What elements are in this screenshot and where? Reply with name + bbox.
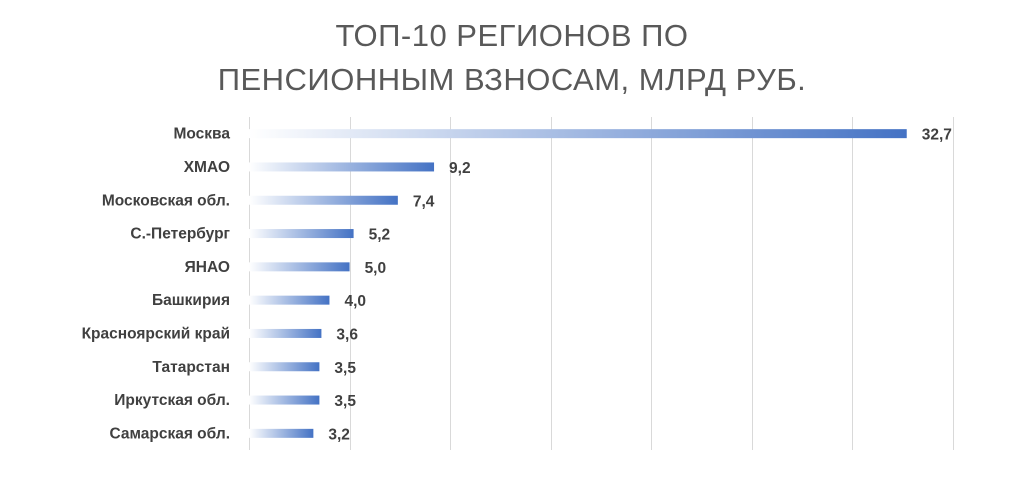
data-label: 3,5	[334, 393, 356, 410]
chart-title-line-1: ТОП-10 РЕГИОНОВ ПО	[335, 18, 689, 53]
bar	[249, 295, 330, 305]
bar	[249, 395, 320, 405]
category-label: ЯНАО	[185, 259, 230, 276]
bar	[249, 362, 320, 372]
category-label: Татарстан	[152, 359, 230, 376]
chart-title: ТОП-10 РЕГИОНОВ ПО ПЕНСИОННЫМ ВЗНОСАМ, М…	[0, 14, 1024, 102]
bars	[249, 129, 907, 438]
bar	[249, 262, 350, 272]
bar	[249, 129, 907, 139]
data-label: 4,0	[344, 293, 366, 310]
category-label: Москва	[174, 126, 231, 143]
data-label: 5,0	[365, 260, 387, 277]
value-labels: 32,7 9,2 7,4 5,2 5,0 4,0 3,6 3,5 3,5 3,2	[328, 127, 952, 444]
category-label: Башкирия	[152, 292, 230, 309]
category-label: Московская обл.	[102, 192, 230, 209]
bar	[249, 195, 398, 205]
bar	[249, 162, 435, 172]
bar	[249, 428, 314, 438]
data-label: 3,6	[336, 326, 358, 343]
category-label: ХМАО	[184, 159, 230, 176]
bar	[249, 229, 354, 239]
category-label: Иркутская обл.	[114, 392, 230, 409]
bar	[249, 328, 322, 338]
chart-title-line-2: ПЕНСИОННЫМ ВЗНОСАМ, МЛРД РУБ.	[217, 62, 807, 97]
data-label: 5,2	[369, 227, 391, 244]
gridlines	[249, 117, 954, 450]
data-label: 32,7	[922, 127, 952, 144]
data-label: 7,4	[413, 193, 435, 210]
category-label: Самарская обл.	[109, 425, 230, 442]
data-label: 3,5	[334, 360, 356, 377]
category-label: Красноярский край	[82, 325, 230, 342]
data-label: 9,2	[449, 160, 471, 177]
category-label: С.-Петербург	[130, 226, 230, 243]
data-label: 3,2	[328, 426, 350, 443]
category-labels: Москва ХМАО Московская обл. С.-Петербург ЯНА…	[82, 126, 231, 443]
